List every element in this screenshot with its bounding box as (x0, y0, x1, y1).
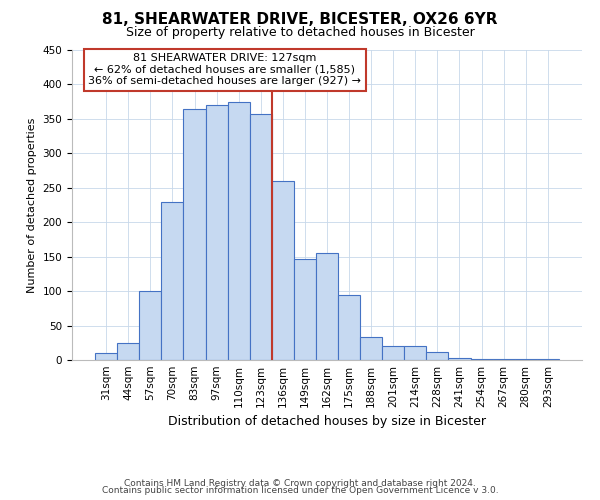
Bar (272, 181, 294, 360)
Bar (316, 253, 338, 360)
Bar (206, 105, 227, 360)
Text: Size of property relative to detached houses in Bicester: Size of property relative to detached ho… (125, 26, 475, 39)
Bar (360, 338, 382, 360)
Bar (427, 352, 448, 360)
Bar (404, 346, 427, 360)
Bar (227, 102, 250, 360)
Bar (338, 294, 360, 360)
Bar (184, 108, 206, 360)
Text: Contains public sector information licensed under the Open Government Licence v : Contains public sector information licen… (101, 486, 499, 495)
Bar (117, 343, 139, 360)
X-axis label: Distribution of detached houses by size in Bicester: Distribution of detached houses by size … (168, 416, 486, 428)
Bar (493, 358, 515, 360)
Bar (161, 202, 184, 360)
Bar (448, 358, 470, 360)
Bar (250, 114, 272, 360)
Bar (470, 358, 493, 360)
Bar (537, 358, 559, 360)
Bar (95, 353, 117, 360)
Bar (139, 291, 161, 360)
Bar (382, 346, 404, 360)
Text: 81, SHEARWATER DRIVE, BICESTER, OX26 6YR: 81, SHEARWATER DRIVE, BICESTER, OX26 6YR (102, 12, 498, 28)
Text: Contains HM Land Registry data © Crown copyright and database right 2024.: Contains HM Land Registry data © Crown c… (124, 478, 476, 488)
Bar (294, 258, 316, 360)
Text: 81 SHEARWATER DRIVE: 127sqm
← 62% of detached houses are smaller (1,585)
36% of : 81 SHEARWATER DRIVE: 127sqm ← 62% of det… (89, 53, 361, 86)
Y-axis label: Number of detached properties: Number of detached properties (27, 118, 37, 292)
